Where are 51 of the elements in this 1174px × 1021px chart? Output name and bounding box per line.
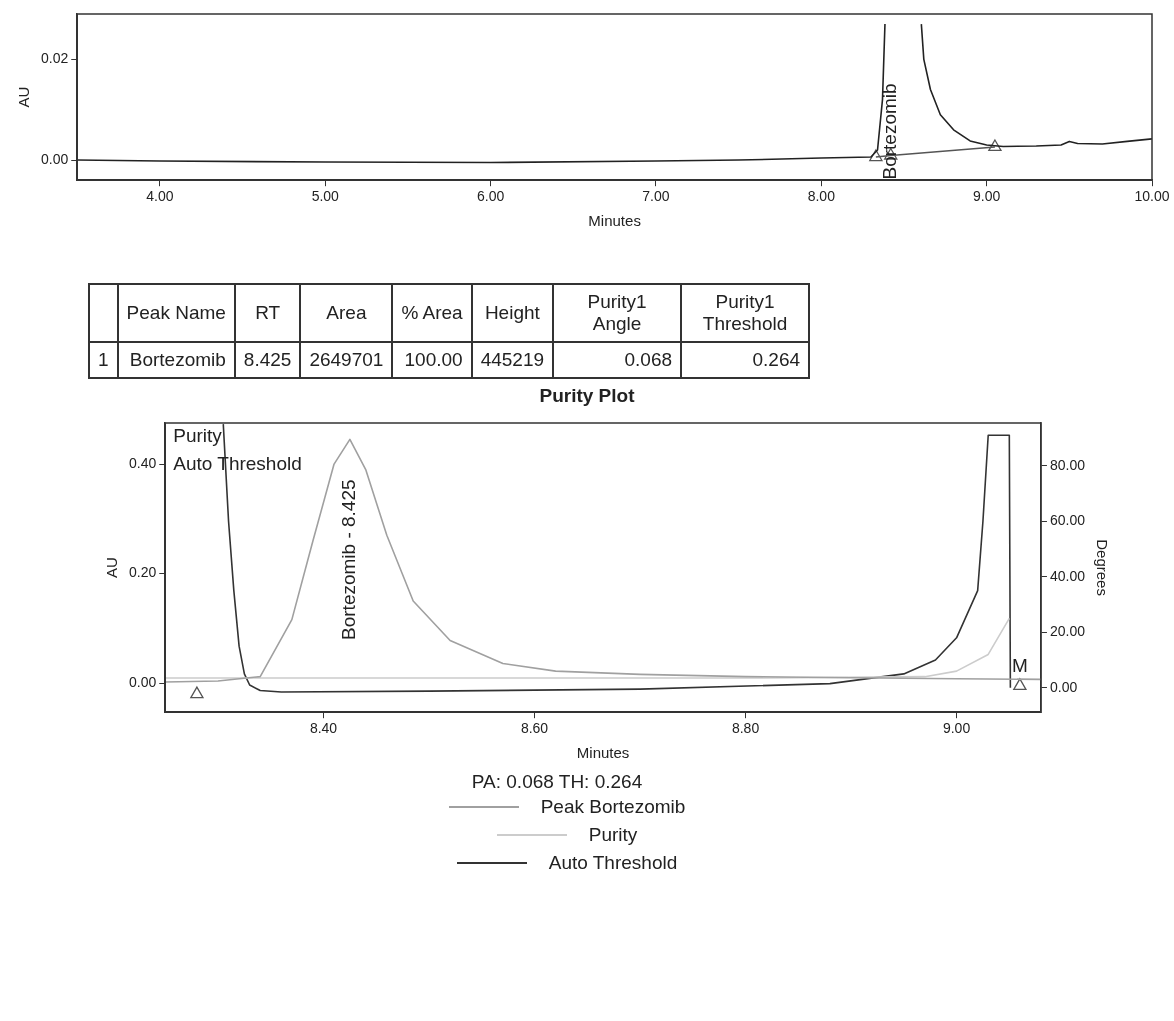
y2-tick-label: 80.00	[1049, 456, 1086, 473]
y-axis-title: AU	[103, 557, 121, 579]
annotation: M	[1011, 655, 1028, 677]
annotation: Bortezomib	[878, 83, 900, 180]
x-tick-label: 5.00	[311, 188, 340, 205]
point	[869, 149, 883, 162]
annotation: Purity	[173, 424, 223, 446]
y2-axis-title: Degrees	[1093, 539, 1111, 596]
category-label: Purity1 Angle	[553, 284, 682, 342]
text: 445219	[480, 349, 545, 370]
legend-label: Purity	[588, 824, 638, 846]
x-tick-label: 8.40	[309, 720, 338, 737]
text: 1	[98, 349, 109, 370]
y-axis-title: AU	[15, 86, 33, 108]
y2-tick-label: 20.00	[1049, 623, 1086, 640]
x-tick-label: 8.00	[807, 188, 836, 205]
y-tick-label: 0.20	[129, 564, 157, 581]
text: PA: 0.068 TH: 0.264	[470, 771, 644, 793]
y2-tick-label: 60.00	[1049, 512, 1086, 529]
text: 2649701	[309, 349, 384, 370]
chart-title: Purity Plot	[538, 385, 636, 407]
annotation: Bortezomib - 8.425	[338, 479, 360, 640]
category-label: Height	[471, 284, 554, 342]
x-tick-label: 7.00	[642, 188, 670, 205]
x-axis-title: Minutes	[588, 212, 641, 230]
point	[988, 139, 1002, 152]
x-tick-label: 6.00	[476, 188, 505, 205]
y-tick-label: 0.00	[129, 674, 157, 691]
category-label: % Area	[392, 284, 472, 342]
x-tick-label: 9.00	[973, 188, 1001, 205]
legend-label: Auto Threshold	[548, 852, 678, 874]
category-label: RT	[234, 284, 301, 342]
x-axis-title: Minutes	[576, 744, 630, 762]
text: 8.425	[243, 349, 292, 370]
x-tick-label: 9.00	[942, 720, 971, 737]
y-tick-label: 0.02	[41, 50, 69, 67]
x-tick-label: 4.00	[146, 188, 174, 205]
text: 0.264	[752, 349, 801, 370]
category-label: Area	[300, 284, 393, 342]
x-tick-label: 8.80	[731, 720, 760, 737]
x-tick-label: 8.60	[520, 720, 549, 737]
text: 0.068	[624, 349, 673, 370]
legend-label: Peak Bortezomib	[540, 796, 686, 818]
text: Bortezomib	[129, 349, 226, 370]
y-tick-label: 0.40	[129, 454, 157, 471]
x-tick-label: 10.00	[1134, 188, 1170, 205]
category-label: Peak Name	[117, 284, 235, 342]
category-label: Purity1 Threshold	[681, 284, 810, 342]
y2-tick-label: 40.00	[1049, 567, 1086, 584]
y2-tick-label: 0.00	[1049, 678, 1078, 695]
text: 100.00	[404, 349, 463, 370]
